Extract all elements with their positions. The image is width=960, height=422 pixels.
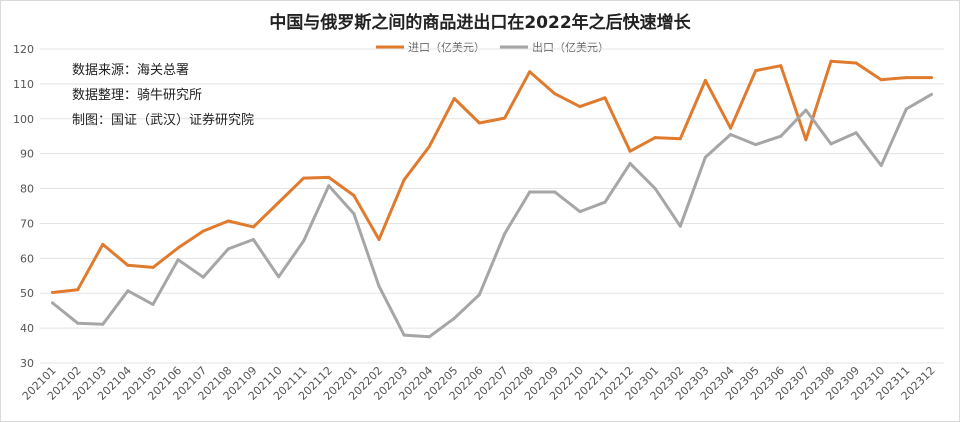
data-point-export: [352, 212, 356, 216]
data-point-export: [829, 142, 833, 146]
data-point-export: [226, 247, 230, 251]
data-point-export: [779, 134, 783, 138]
series-line-import: [51, 59, 933, 294]
series-line-export: [51, 92, 933, 339]
data-point-export: [477, 293, 481, 297]
data-point-export: [904, 107, 908, 111]
data-point-import: [477, 121, 481, 125]
data-point-export: [854, 131, 858, 135]
data-point-export: [503, 232, 507, 236]
data-point-import: [251, 225, 255, 229]
data-point-export: [452, 316, 456, 320]
data-point-import: [628, 149, 632, 153]
data-point-export: [578, 210, 582, 214]
data-point-import: [929, 76, 933, 80]
data-point-import: [126, 263, 130, 267]
y-axis: 30 40 50 60 70 80 90 100 110 120: [13, 43, 34, 370]
y-tick-label: 50: [20, 287, 34, 300]
data-point-export: [754, 143, 758, 147]
legend-label-export: 出口（亿美元）: [532, 40, 609, 54]
data-point-import: [101, 242, 105, 246]
data-point-import: [377, 238, 381, 241]
data-point-import: [729, 126, 733, 130]
data-point-import: [277, 201, 281, 204]
data-point-export: [427, 335, 431, 339]
data-point-import: [327, 175, 331, 179]
data-point-import: [578, 105, 582, 109]
chart-title: 中国与俄罗斯之间的商品进出口在2022年之后快速增长: [269, 12, 691, 33]
data-point-import: [754, 69, 758, 73]
data-point-import: [176, 246, 180, 250]
data-point-import: [703, 78, 707, 82]
note-chart-maker: 制图：国证（武汉）证券研究院: [72, 112, 254, 128]
data-point-export: [929, 92, 933, 96]
data-point-import: [226, 219, 230, 223]
data-point-export: [377, 284, 381, 288]
data-point-export: [277, 275, 281, 279]
note-data-organizer: 数据整理：骑牛研究所: [72, 88, 202, 103]
data-point-import: [553, 92, 557, 96]
note-data-source: 数据来源：海关总署: [72, 63, 189, 78]
data-point-export: [101, 322, 105, 326]
y-tick-label: 110: [13, 78, 34, 91]
y-tick-label: 70: [20, 217, 34, 230]
series-lines: [51, 59, 933, 339]
data-point-import: [402, 178, 406, 182]
data-point-import: [201, 229, 205, 233]
data-point-export: [653, 187, 657, 191]
y-tick-label: 120: [13, 43, 34, 56]
data-point-import: [653, 136, 657, 140]
data-point-export: [126, 289, 130, 293]
data-point-export: [603, 200, 607, 204]
data-point-import: [603, 96, 607, 100]
data-point-export: [176, 258, 180, 262]
y-tick-label: 100: [13, 113, 34, 126]
data-point-import: [427, 145, 431, 149]
y-tick-label: 40: [20, 322, 34, 335]
data-point-export: [553, 190, 557, 194]
y-tick-label: 30: [20, 357, 34, 370]
data-point-export: [151, 302, 155, 306]
data-point-export: [804, 108, 808, 112]
data-point-export: [402, 333, 406, 337]
data-point-export: [201, 275, 205, 279]
data-point-import: [302, 176, 306, 180]
data-point-import: [452, 97, 456, 100]
data-point-export: [51, 301, 55, 305]
legend: 进口（亿美元） 出口（亿美元）: [376, 40, 609, 54]
data-point-import: [829, 59, 833, 63]
data-point-export: [251, 238, 255, 241]
data-point-import: [854, 61, 858, 65]
data-point-export: [879, 164, 883, 167]
data-point-import: [528, 70, 532, 74]
data-point-import: [904, 76, 908, 80]
data-point-import: [151, 265, 155, 269]
data-point-import: [804, 138, 808, 142]
legend-label-import: 进口（亿美元）: [408, 41, 485, 54]
data-point-import: [879, 78, 883, 82]
data-point-import: [779, 64, 783, 68]
y-tick-label: 80: [20, 183, 34, 196]
data-point-export: [528, 190, 532, 194]
data-point-import: [352, 194, 356, 197]
y-tick-label: 90: [20, 148, 34, 161]
data-point-export: [628, 161, 632, 165]
data-point-import: [503, 116, 507, 120]
data-point-import: [76, 288, 80, 292]
data-point-export: [302, 239, 306, 243]
data-point-export: [678, 224, 682, 228]
data-point-import: [678, 137, 682, 141]
source-notes: 数据来源：海关总署 数据整理：骑牛研究所 制图：国证（武汉）证券研究院: [72, 63, 254, 128]
gridlines: [40, 48, 944, 364]
data-point-import: [51, 291, 55, 294]
data-point-export: [729, 133, 733, 136]
data-point-export: [703, 155, 707, 159]
y-tick-label: 60: [20, 252, 34, 265]
data-point-export: [76, 321, 80, 325]
data-point-export: [327, 184, 331, 188]
